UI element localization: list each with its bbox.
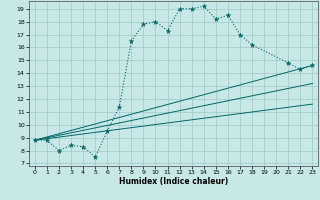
X-axis label: Humidex (Indice chaleur): Humidex (Indice chaleur) <box>119 177 228 186</box>
